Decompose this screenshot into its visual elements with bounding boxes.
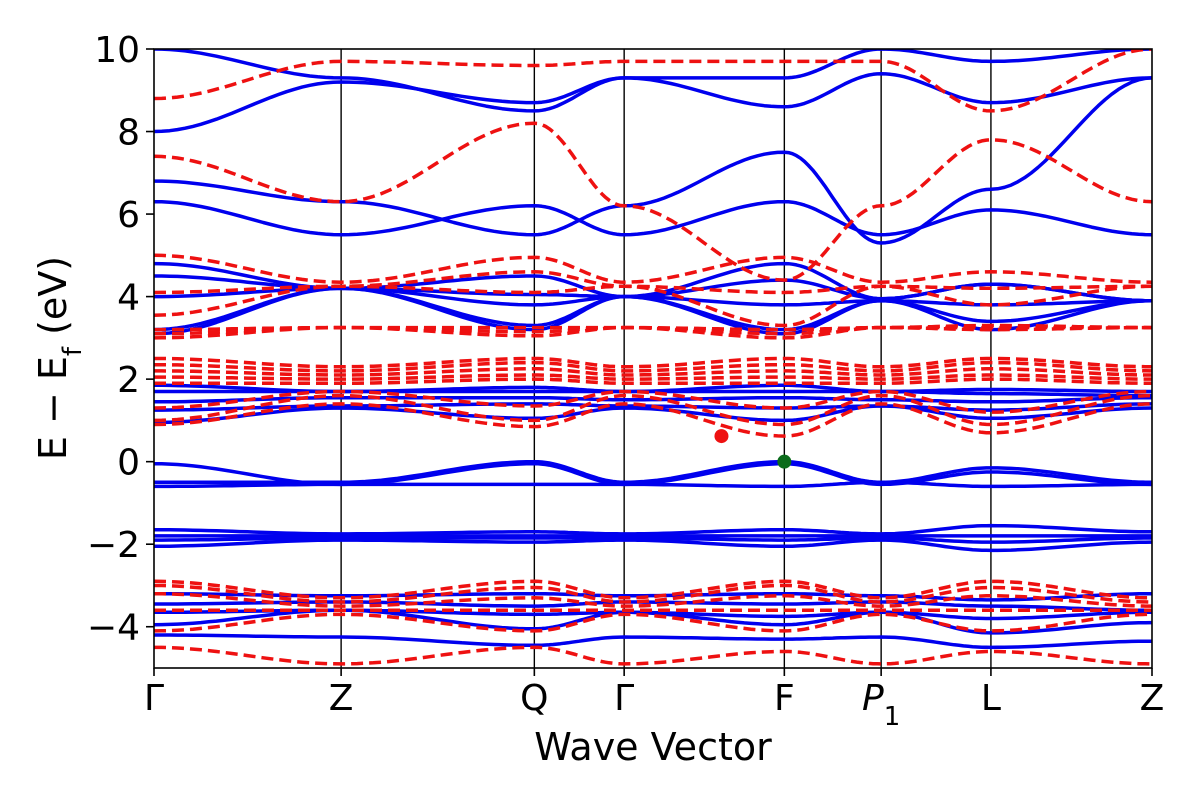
- band-edge-marker: [714, 429, 729, 444]
- spin-up-band: [154, 49, 1152, 113]
- spin-down-band: [154, 402, 1152, 438]
- band-edge-marker: [777, 454, 792, 469]
- spin-up-band: [154, 538, 1152, 553]
- plot-area: [154, 49, 1152, 668]
- x-tick-label: Q: [520, 678, 548, 719]
- spin-up-band: [154, 404, 1152, 425]
- x-axis-ticks: Γ Z Q Γ F P1 L Z: [144, 668, 1164, 732]
- spin-down-band: [154, 583, 1152, 604]
- y-tick-label: −4: [87, 608, 140, 649]
- y-axis-title-unit: (eV): [31, 256, 75, 347]
- band-edge-markers: [714, 429, 792, 469]
- y-axis-title: E − Ef (eV): [31, 256, 88, 460]
- y-tick-label: 10: [94, 30, 140, 71]
- spin-down-band: [154, 612, 1152, 633]
- x-axis-title: Wave Vector: [534, 725, 772, 769]
- y-tick-label: 4: [117, 278, 140, 319]
- spin-down-band: [154, 323, 1152, 332]
- spin-down-band: [154, 121, 1152, 282]
- y-tick-label: 8: [117, 113, 140, 154]
- spin-up-band: [154, 72, 1152, 134]
- spin-up-band: [154, 480, 1152, 489]
- spin-down-band: [154, 591, 1152, 608]
- spin-down-band: [154, 356, 1152, 369]
- band-lines: [154, 49, 1152, 666]
- x-tick-label: Γ: [144, 678, 164, 719]
- spin-down-band: [154, 253, 1152, 284]
- y-axis-title-subscript: f: [58, 346, 88, 356]
- y-axis-ticks: 10 8 6 4 2 0 −2 −4: [87, 30, 154, 649]
- spin-down-band: [154, 360, 1152, 373]
- spin-down-band: [154, 579, 1152, 600]
- spin-down-band: [154, 377, 1152, 386]
- plot-frame: [153, 48, 1153, 669]
- x-tick-label: F: [774, 678, 795, 719]
- x-tick-label: L: [981, 678, 1001, 719]
- spin-down-band: [154, 49, 1152, 113]
- y-tick-label: 0: [117, 443, 140, 484]
- spin-down-band: [154, 373, 1152, 381]
- spin-down-band: [154, 270, 1152, 295]
- spin-down-band: [154, 393, 1152, 427]
- x-tick-label: Z: [1140, 678, 1165, 719]
- x-tick-label: Γ: [614, 678, 634, 719]
- y-tick-label: 2: [117, 360, 140, 401]
- spin-up-band: [154, 459, 1152, 485]
- spin-down-band: [154, 645, 1152, 666]
- spin-up-band: [154, 76, 1152, 245]
- y-tick-label: −2: [87, 525, 140, 566]
- x-tick-label: Z: [329, 678, 354, 719]
- y-tick-label: 6: [117, 195, 140, 236]
- spin-up-band: [154, 523, 1152, 536]
- spin-up-band: [154, 633, 1152, 650]
- y-axis-title-main: E − E: [31, 356, 75, 460]
- spin-down-band: [154, 367, 1152, 377]
- spin-down-band: [154, 389, 1152, 414]
- spin-up-band: [154, 199, 1152, 237]
- spin-up-band: [154, 536, 1152, 544]
- x-tick-label: P1: [862, 678, 900, 732]
